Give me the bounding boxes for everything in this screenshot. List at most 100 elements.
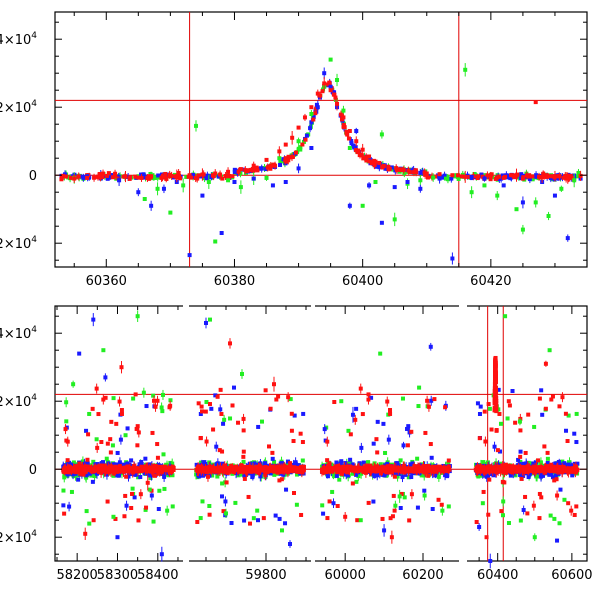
red-cluster-point <box>167 405 172 410</box>
bottom-data-layer <box>55 306 587 561</box>
blue-series-point <box>482 175 487 182</box>
data-point <box>147 473 152 478</box>
green-band-point <box>402 170 407 175</box>
data-point <box>112 471 117 476</box>
data-point <box>472 171 477 176</box>
data-point <box>68 175 73 180</box>
data-point <box>133 174 138 179</box>
blue-band-point <box>367 157 372 162</box>
data-point <box>168 210 173 215</box>
data-point <box>258 166 263 171</box>
data-point <box>199 460 204 465</box>
blue-band-point <box>440 175 445 180</box>
data-point <box>109 173 114 178</box>
data-point <box>327 80 332 85</box>
red-band-point <box>293 150 298 155</box>
data-point <box>232 180 237 184</box>
red-cluster-point <box>261 516 266 521</box>
red-cluster-point <box>62 511 67 516</box>
data-point <box>104 456 109 461</box>
red-cluster-point <box>300 440 305 445</box>
red-cluster-point <box>121 466 126 477</box>
green-cluster-point <box>204 399 209 404</box>
data-point <box>191 172 196 177</box>
red-band-point <box>354 148 359 153</box>
data-point <box>267 444 272 449</box>
data-point <box>200 499 205 504</box>
blue-series-point <box>296 163 301 174</box>
red-band-point <box>509 173 514 178</box>
blue-cluster-point <box>85 461 90 466</box>
data-point <box>62 511 67 516</box>
red-band-point <box>357 153 362 158</box>
data-point <box>136 475 141 480</box>
blue-cluster-point <box>61 503 66 508</box>
blue-cluster-point <box>143 456 148 461</box>
data-point <box>424 171 429 176</box>
data-point <box>501 175 506 180</box>
green-series-point <box>520 224 525 235</box>
blue-cluster-point <box>115 450 120 455</box>
data-point <box>85 461 90 466</box>
data-point <box>335 78 340 82</box>
data-point <box>315 91 320 96</box>
red-cluster-point <box>81 472 86 477</box>
blue-cluster-point <box>99 461 104 466</box>
blue-cluster-point <box>250 475 255 480</box>
data-point <box>85 457 90 462</box>
blue-series-point <box>315 100 320 114</box>
data-point <box>514 207 519 212</box>
red-cluster-point <box>106 467 111 472</box>
green-cluster-point <box>272 459 277 464</box>
red-band-point <box>406 166 411 175</box>
blue-cluster-point <box>125 461 130 466</box>
data-point <box>149 203 154 208</box>
data-point <box>335 101 340 106</box>
red-band-point <box>377 160 382 165</box>
red-cluster-point <box>123 493 128 498</box>
red-cluster-point <box>218 387 223 392</box>
data-point <box>360 147 365 152</box>
red-cluster-point <box>90 467 95 472</box>
data-point <box>90 406 95 411</box>
red-series-point <box>72 174 77 183</box>
data-point <box>238 185 243 190</box>
data-point <box>204 175 209 180</box>
data-point <box>144 505 149 510</box>
data-point <box>98 465 103 470</box>
data-point <box>440 175 445 180</box>
red-cluster-point <box>134 469 139 474</box>
y-tick-label-base: -2×10 <box>0 237 31 252</box>
data-point <box>347 146 352 150</box>
green-series-point <box>443 176 448 181</box>
red-band-point <box>344 129 349 134</box>
data-point <box>218 387 223 392</box>
data-point <box>131 469 136 474</box>
data-point <box>389 165 394 170</box>
blue-band-point <box>241 167 246 172</box>
data-point <box>149 174 154 179</box>
data-point <box>225 175 230 180</box>
data-point <box>242 473 247 478</box>
data-point <box>132 495 137 500</box>
blue-cluster-point <box>118 434 123 445</box>
green-band-point <box>472 171 477 176</box>
green-series-point <box>168 210 173 215</box>
data-point <box>144 404 149 409</box>
top-plot-frame <box>54 11 588 268</box>
data-point <box>151 519 156 524</box>
blue-cluster-point <box>209 406 214 411</box>
red-cluster-point <box>163 464 168 469</box>
data-point <box>92 468 97 473</box>
y-tick-label-exponent: 4 <box>31 99 37 109</box>
red-band-point <box>178 176 183 181</box>
blue-band-point <box>311 114 316 119</box>
blue-series-point <box>232 180 237 184</box>
red-cluster-point <box>63 424 68 435</box>
blue-band-point <box>141 172 146 177</box>
red-cluster-point <box>96 466 101 471</box>
red-band-point <box>333 93 338 102</box>
red-cluster-point <box>109 419 114 424</box>
red-band-point <box>97 171 102 176</box>
data-point <box>152 463 157 468</box>
